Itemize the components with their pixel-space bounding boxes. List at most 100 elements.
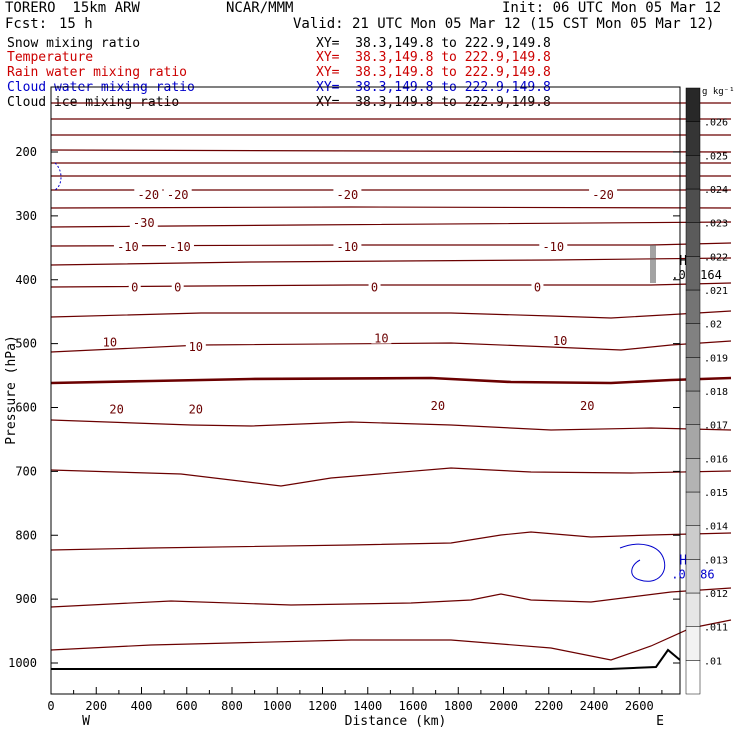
x-tick-label: 600 (176, 699, 198, 713)
forecast-label: Fcst: (5, 16, 48, 32)
isotherm-label: 10 (374, 332, 388, 346)
y-tick-label: 400 (15, 273, 37, 287)
legend-temperature: Temperature (7, 50, 94, 65)
isotherm-label: -20 (592, 188, 614, 202)
y-axis-title: Pressure (hPa) (4, 335, 19, 445)
center-name: NCAR/MMM (226, 0, 294, 16)
isotherm-label: 0 (371, 280, 378, 294)
y-tick-label: 600 (15, 401, 37, 415)
colorbar-tick-label: .015 (704, 488, 728, 499)
colorbar-bin (685, 155, 701, 190)
isotherm-label-bg (185, 402, 206, 415)
colorbar-tick-label: .026 (704, 118, 728, 129)
x-tick-label: 200 (85, 699, 107, 713)
colorbar-tick-label: .024 (704, 185, 728, 196)
colorbar-bin (685, 626, 701, 661)
isotherm-line (50, 419, 732, 431)
plot-frame (50, 86, 681, 695)
x-tick-label: 2200 (534, 699, 563, 713)
isotherm-label: 0 (174, 280, 181, 294)
colorbar-bin (685, 525, 701, 560)
isotherm-label-bg (333, 240, 362, 253)
isotherm-line (50, 376, 732, 385)
isotherm-line (50, 619, 732, 661)
isotherm-line (50, 587, 732, 608)
isotherm-label-bg (165, 240, 194, 253)
isotherm-label: -20 (167, 188, 189, 202)
isotherm-label-bg (128, 280, 141, 293)
isotherm-label-bg (171, 280, 184, 293)
isotherm-label-bg (531, 280, 544, 293)
x-tick-label: 1600 (399, 699, 428, 713)
colorbar-tick-label: .017 (704, 421, 728, 432)
colorbar-tick-label: .02 (704, 320, 722, 331)
isotherm-line (50, 206, 732, 209)
x-tick-label: 2400 (580, 699, 609, 713)
y-tick-label: 200 (15, 145, 37, 159)
cloud-ice-shading (650, 245, 656, 283)
colorbar-bin (685, 660, 701, 695)
legend-rain-xy: XY= 38.3,149.8 to 222.9,149.8 (316, 65, 551, 80)
colorbar-bin (685, 222, 701, 257)
isotherm-line (50, 242, 732, 247)
legend-snow: Snow mixing ratio (7, 36, 141, 51)
isotherm-label-bg (368, 280, 381, 293)
y-tick-label: 800 (15, 528, 37, 542)
isotherm-label: 10 (553, 334, 567, 348)
colorbar-tick-label: .014 (704, 522, 728, 533)
isotherm-line (50, 310, 732, 319)
isotherm-line (50, 467, 732, 487)
high-marker: H (679, 553, 687, 568)
isotherm-label: 0 (131, 280, 138, 294)
isotherm-label: -30 (133, 216, 155, 230)
isotherm-label-bg (427, 399, 448, 412)
isotherm-line (50, 531, 732, 551)
x-axis-title: Distance (km) (345, 714, 447, 729)
isotherm-label: 10 (103, 335, 117, 349)
colorbar-tick-label: .019 (704, 353, 728, 364)
isotherm-label-bg (333, 187, 362, 200)
colorbar-tick-label: .022 (704, 252, 728, 263)
isotherm-line (50, 282, 732, 288)
isotherm-line (50, 149, 732, 153)
x-tick-label: 2600 (625, 699, 654, 713)
colorbar-bin (685, 256, 701, 291)
x-tick-label: 400 (131, 699, 153, 713)
forecast-value: 15 h (59, 16, 93, 32)
x-tick-label: 800 (221, 699, 243, 713)
colorbar-bin (685, 559, 701, 594)
isotherm-label: 10 (189, 340, 203, 354)
colorbar-bin (685, 357, 701, 392)
y-tick-label: 700 (15, 464, 37, 478)
y-tick-label: 1000 (8, 656, 37, 670)
legend-temperature-xy: XY= 38.3,149.8 to 222.9,149.8 (316, 50, 551, 65)
isotherm-label: -10 (542, 240, 564, 254)
isotherm-label-bg (113, 240, 142, 253)
x-tick-label: 2000 (489, 699, 518, 713)
colorbar-bin (685, 323, 701, 358)
colorbar-tick-label: .011 (704, 623, 728, 634)
legend-snow-xy: XY= 38.3,149.8 to 222.9,149.8 (316, 36, 551, 51)
isotherm-label-bg (163, 187, 192, 200)
valid-time: Valid: 21 UTC Mon 05 Mar 12 (15 CST Mon … (293, 16, 715, 32)
isotherm-label-bg (134, 187, 163, 200)
isotherm-label: 20 (109, 402, 123, 416)
colorbar-bin (685, 592, 701, 627)
isotherm-label-bg (550, 334, 571, 347)
y-tick-label: 500 (15, 337, 37, 351)
colorbar-bin (685, 121, 701, 156)
colorbar-bin (685, 424, 701, 459)
colorbar-bin (685, 289, 701, 324)
isotherm-label: -10 (337, 240, 359, 254)
isotherm-label: 20 (189, 402, 203, 416)
colorbar-tick-label: .016 (704, 454, 728, 465)
x-tick-label: 1800 (444, 699, 473, 713)
cloud-water-contour-left (54, 162, 62, 191)
high-marker: H (679, 254, 687, 269)
colorbar-bin (685, 458, 701, 493)
isotherm-label: 0 (534, 280, 541, 294)
legend-cloud-water: Cloud water mixing ratio (7, 80, 195, 95)
isotherm-label-bg (589, 187, 618, 200)
colorbar-tick-label: .013 (704, 555, 728, 566)
